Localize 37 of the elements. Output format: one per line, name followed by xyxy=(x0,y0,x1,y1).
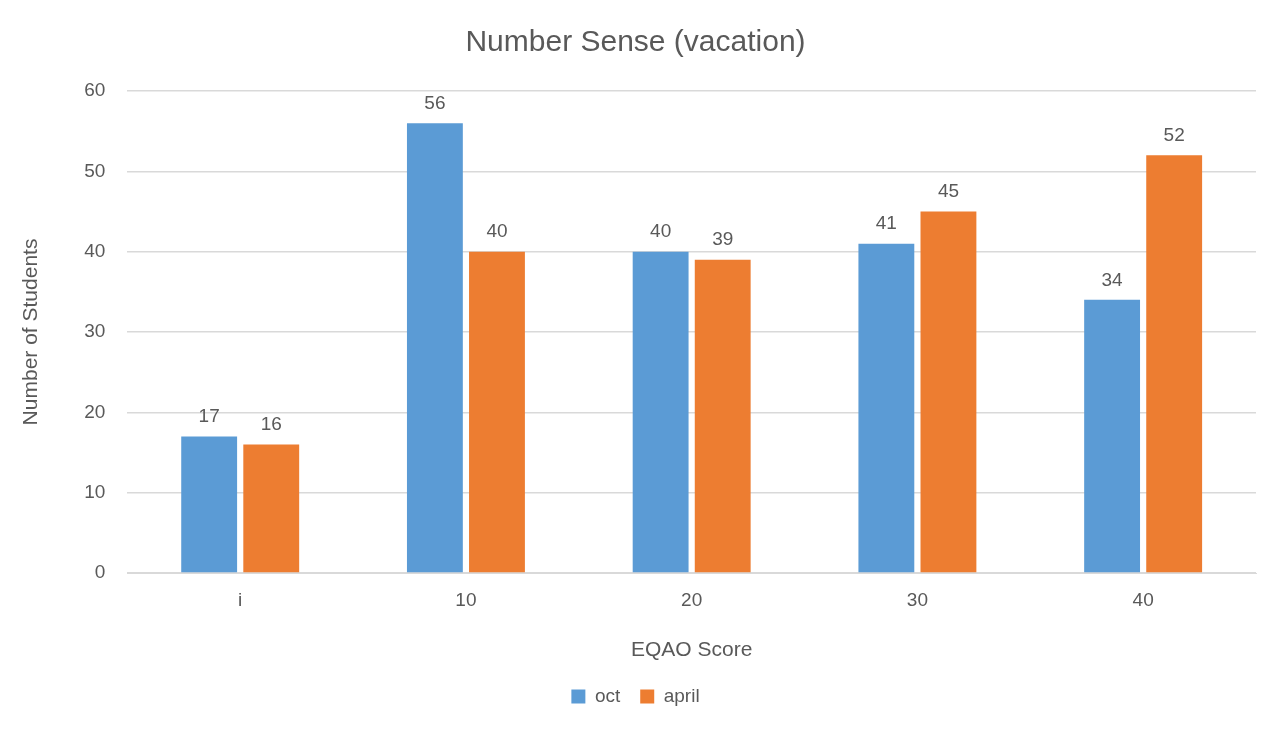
x-tick-label: i xyxy=(238,588,243,610)
x-tick-label: 30 xyxy=(906,588,928,610)
x-axis-title: EQAO Score xyxy=(630,637,753,661)
data-label: 39 xyxy=(712,228,734,250)
x-tick-label: 40 xyxy=(1132,588,1154,610)
bar xyxy=(406,123,463,573)
x-tick-label: 10 xyxy=(455,588,477,610)
bar xyxy=(469,251,525,573)
bar xyxy=(694,259,751,573)
bar xyxy=(858,243,915,573)
y-axis-title: Number of Students xyxy=(18,238,42,426)
y-tick-label: 30 xyxy=(84,320,106,342)
data-label: 16 xyxy=(260,413,282,435)
x-tick-label: 20 xyxy=(681,588,703,610)
y-tick-label: 50 xyxy=(84,159,106,181)
data-label: 45 xyxy=(937,180,960,202)
bar xyxy=(920,211,977,573)
bar xyxy=(632,251,689,573)
chart-title: Number Sense (vacation) xyxy=(465,24,806,58)
y-tick-label: 10 xyxy=(84,480,106,502)
bar xyxy=(1084,299,1141,573)
bar xyxy=(181,436,238,573)
y-tick-label: 60 xyxy=(84,79,106,101)
legend-label: oct xyxy=(594,684,621,706)
bar xyxy=(243,444,300,573)
bar xyxy=(1146,155,1203,573)
data-label: 56 xyxy=(424,91,446,113)
y-tick-label: 40 xyxy=(84,239,106,261)
data-label: 17 xyxy=(198,405,220,427)
data-label: 40 xyxy=(486,220,508,242)
data-label: 52 xyxy=(1163,124,1185,145)
data-label: 40 xyxy=(650,220,672,242)
y-tick-label: 0 xyxy=(94,561,106,583)
data-label: 34 xyxy=(1101,268,1124,290)
legend-label: april xyxy=(663,684,700,706)
data-label: 41 xyxy=(875,212,897,234)
y-tick-label: 20 xyxy=(84,400,106,422)
